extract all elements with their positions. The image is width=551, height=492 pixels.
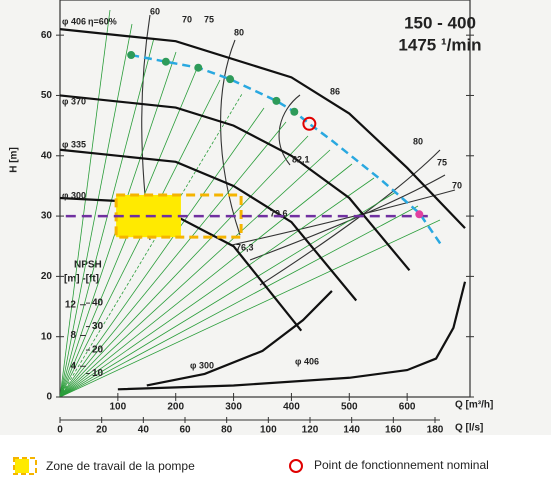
operating-point: [290, 107, 299, 116]
x2-tick-label: 80: [221, 425, 233, 436]
chart-title: 150 - 400: [404, 13, 476, 32]
curve-label: φ 406: [295, 356, 319, 366]
efficiency-label: 60: [150, 6, 160, 16]
fan-line: [59, 149, 331, 398]
eff-contour: [220, 39, 241, 236]
fan-line: [59, 37, 155, 398]
fan-line: [59, 205, 419, 398]
x2-tick-label: 60: [179, 425, 191, 436]
npsh-units: [m] -[ft]: [64, 274, 99, 285]
npsh-m-label: 12: [65, 299, 77, 310]
fan-line: [59, 23, 133, 398]
npsh-curve: [146, 290, 333, 387]
y-axis-label: H [m]: [9, 147, 20, 173]
efficiency-label: 80: [413, 136, 423, 146]
efficiency-label: 75: [437, 157, 447, 167]
head-curve: [59, 28, 466, 229]
fan-line: [59, 219, 441, 398]
x-tick-label: 400: [283, 402, 300, 413]
efficiency-label: 76,3: [236, 242, 254, 252]
npsh-curve: [117, 281, 467, 391]
npsh-label: NPSH: [74, 260, 102, 271]
legend-label: Zone de travail de la pompe: [46, 459, 195, 473]
operating-point: [272, 96, 281, 105]
legend-zone-swatch: [13, 457, 37, 475]
x2-tick-label: 180: [427, 425, 444, 436]
operating-point: [161, 57, 170, 66]
npsh-ft-label: 20: [92, 345, 104, 356]
operating-point: [194, 63, 203, 72]
x2-tick-label: 0: [57, 425, 63, 436]
efficiency-label: 80: [234, 27, 244, 37]
x2-tick-label: 120: [302, 425, 319, 436]
fan-line: [59, 177, 375, 398]
curve-label: φ 300: [62, 190, 86, 200]
head-curve: [59, 94, 411, 272]
nominal-point: [302, 116, 317, 131]
fan-line: [59, 107, 265, 398]
efficiency-label: 70: [452, 180, 462, 190]
fan-line: [59, 9, 111, 398]
eff-contour: [278, 94, 301, 166]
legend-label: Point de fonctionnement nominal: [314, 458, 489, 472]
x2-tick-label: 20: [96, 425, 108, 436]
curve-label: φ 406: [62, 16, 86, 26]
legend-zone-core: [15, 459, 29, 473]
y-tick-label: 20: [41, 271, 53, 282]
curve-label: φ 300: [190, 360, 214, 370]
operating-point: [127, 51, 136, 60]
efficiency-label: 82,1: [292, 154, 310, 164]
legend-point-swatch: [289, 459, 303, 473]
curve-label: φ 370: [62, 96, 86, 106]
x-tick-label: 600: [399, 402, 416, 413]
x2-tick-label: 140: [343, 425, 360, 436]
x-tick-label: 200: [167, 402, 184, 413]
fan-line: [59, 135, 309, 398]
efficiency-label: 75: [204, 14, 214, 24]
x-tick-label: 100: [110, 402, 127, 413]
y-tick-label: 30: [41, 211, 53, 222]
npsh-m-label: 4: [70, 361, 76, 372]
efficiency-label: 79,6: [270, 208, 288, 218]
operating-point: [226, 75, 235, 84]
fan-line: [59, 163, 353, 398]
x-axis-label: Q [m³/h]: [455, 400, 493, 411]
y-tick-label: 50: [41, 90, 53, 101]
head-curve: [59, 148, 358, 302]
efficiency-label: 70: [182, 14, 192, 24]
npsh-ft-label: 10: [92, 368, 104, 379]
x2-axis-label: Q [l/s]: [455, 423, 483, 434]
y-tick-label: 0: [46, 392, 52, 403]
npsh-ft-label: 40: [92, 298, 104, 309]
y-tick-label: 10: [41, 331, 53, 342]
curve-label: φ 335: [62, 139, 86, 149]
x2-tick-label: 160: [385, 425, 402, 436]
x2-tick-label: 100: [260, 425, 277, 436]
x-tick-label: 300: [225, 402, 242, 413]
npsh-m-label: 8: [70, 330, 76, 341]
y-tick-label: 40: [41, 150, 53, 161]
x2-tick-label: 40: [138, 425, 150, 436]
intersection-point: [415, 210, 424, 219]
y-tick-label: 60: [41, 30, 53, 41]
efficiency-label: 86: [330, 86, 340, 96]
x-tick-label: 500: [341, 402, 358, 413]
chart-subtitle: 1475 ¹/min: [398, 35, 481, 54]
fan-line: [59, 191, 397, 398]
npsh-ft-label: 30: [92, 321, 104, 332]
efficiency-label: η=60%: [88, 16, 117, 26]
fan-line: [59, 121, 287, 398]
fan-line: [59, 93, 243, 398]
legend-area: [0, 435, 551, 492]
